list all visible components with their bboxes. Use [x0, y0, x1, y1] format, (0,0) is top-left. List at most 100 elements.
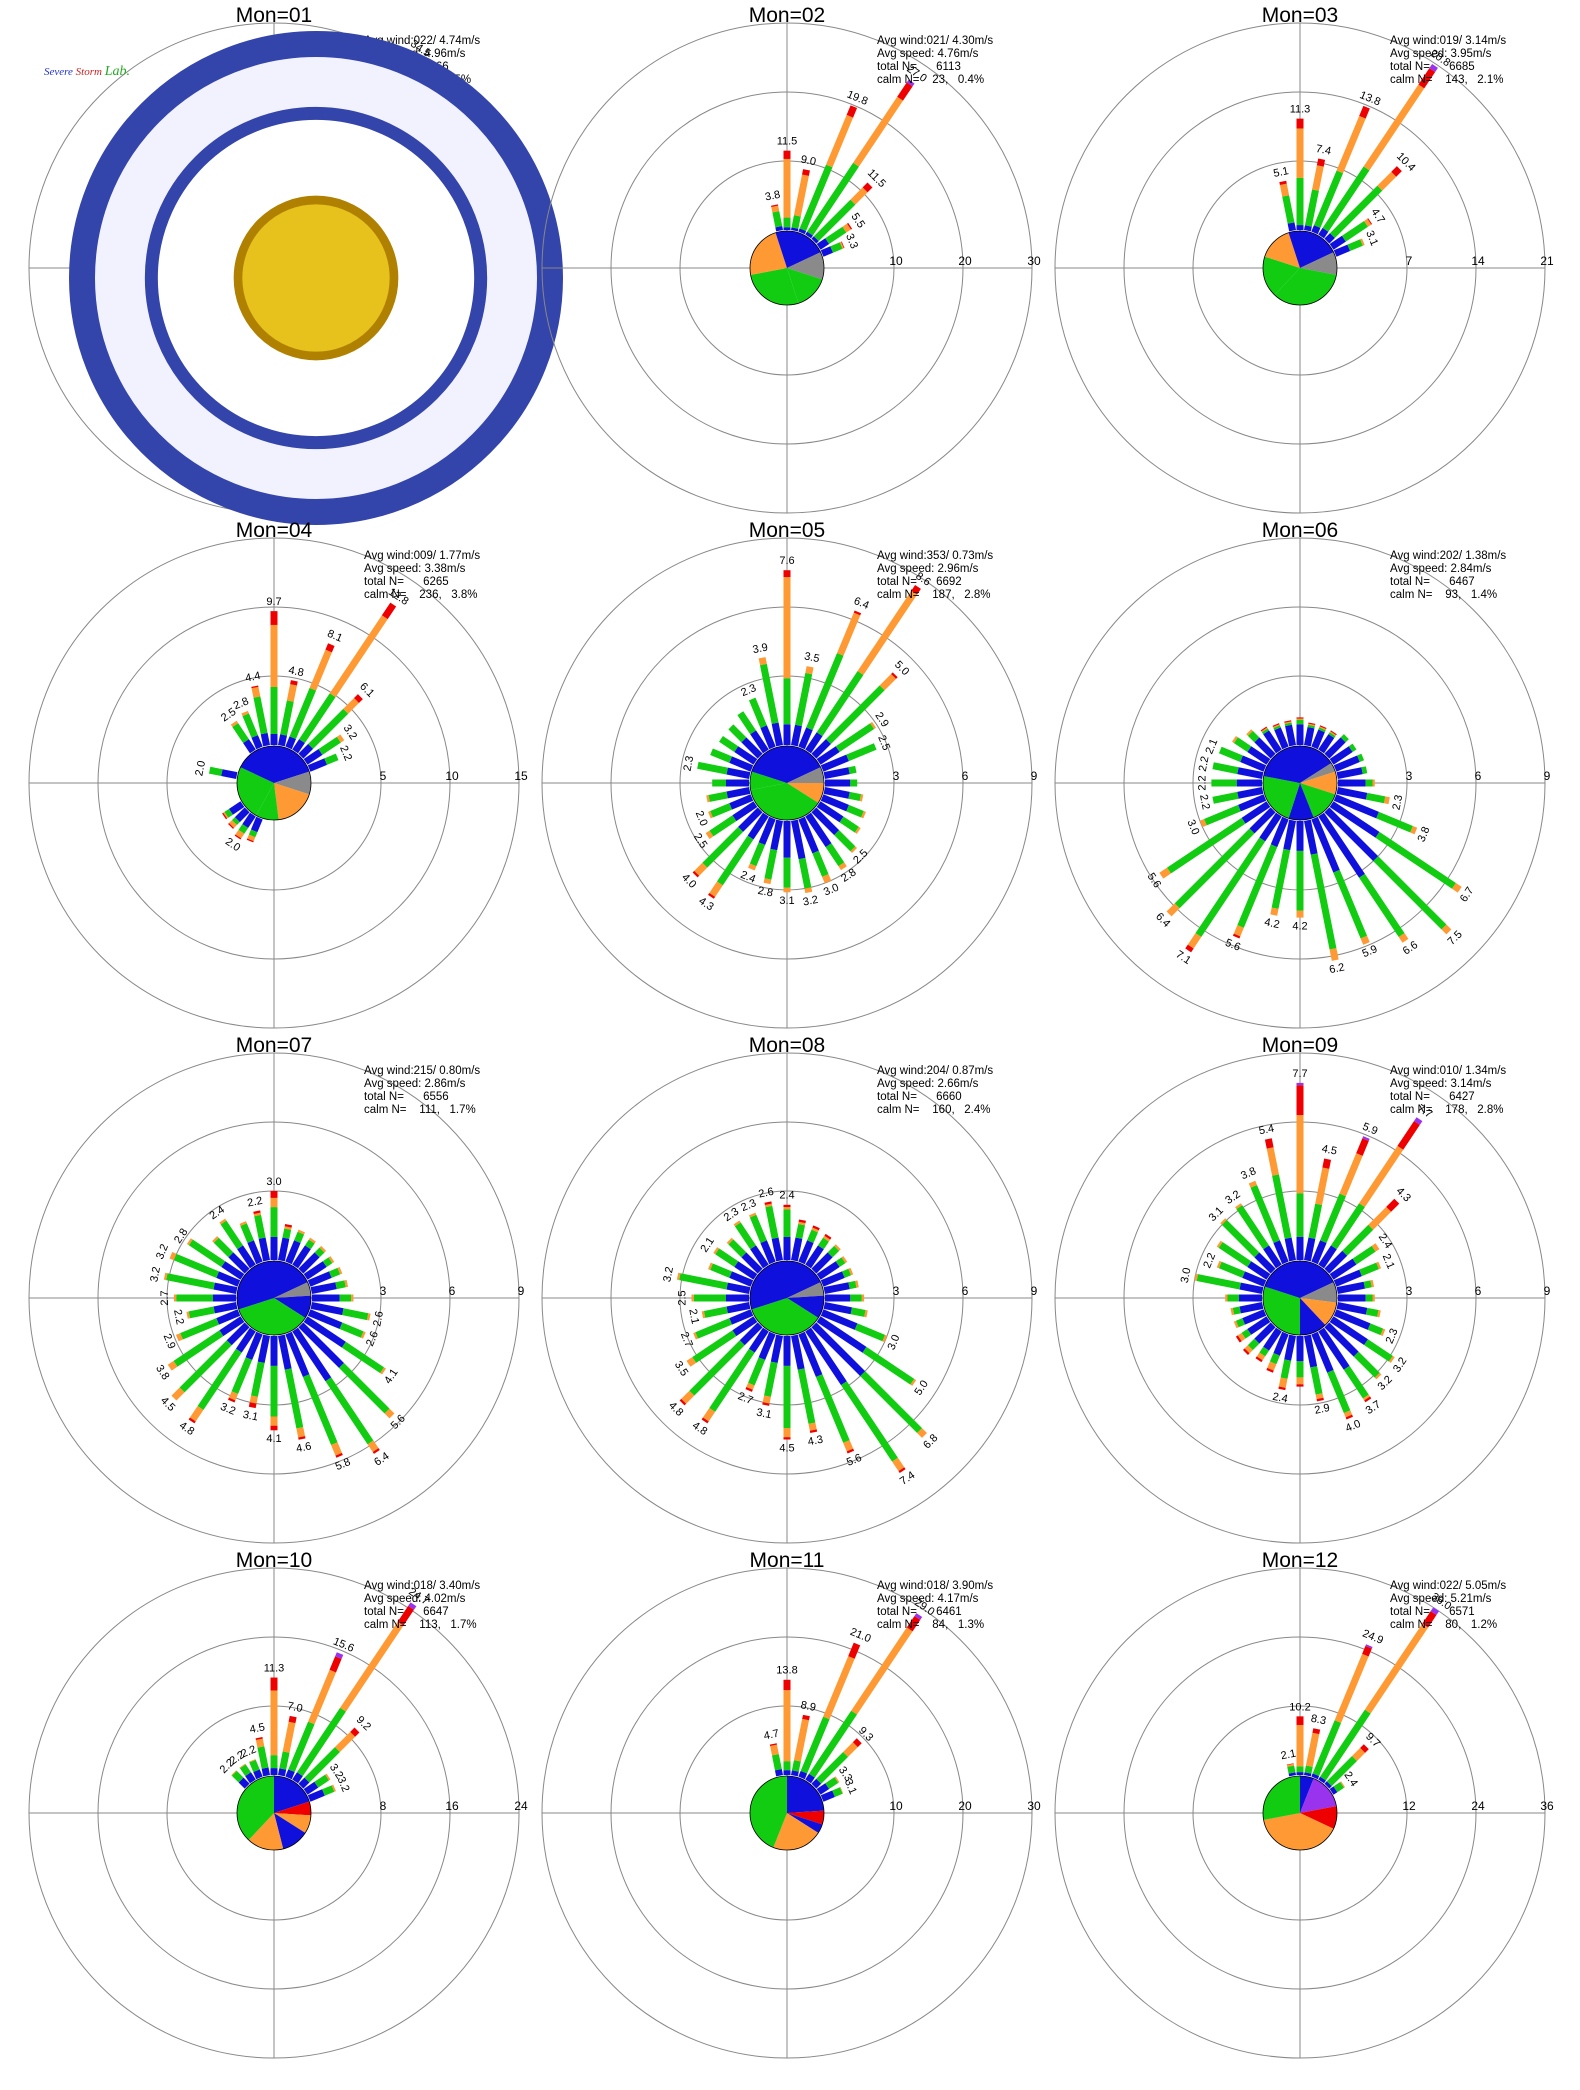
- petal-segment: [329, 615, 388, 698]
- petal-segment: [703, 1306, 728, 1318]
- petal-segment: [850, 1307, 866, 1317]
- petal-segment: [816, 1316, 867, 1353]
- petal-segment: [816, 1261, 840, 1280]
- petal-value-label: 2.0: [693, 809, 710, 828]
- petal-segment: [294, 1231, 305, 1243]
- petal-segment: [1246, 729, 1253, 736]
- petal-segment: [290, 680, 298, 686]
- petal-segment: [237, 1245, 256, 1269]
- petal-segment: [1242, 1309, 1267, 1325]
- petal-segment: [842, 1268, 852, 1278]
- petal-segment: [1303, 225, 1312, 232]
- petal-value-label: 2.2: [1201, 1251, 1218, 1270]
- petal-segment: [261, 1767, 271, 1777]
- petal-segment: [1255, 1356, 1263, 1363]
- stat-total-n: total N= 6692: [877, 576, 962, 588]
- petal-segment: [716, 835, 754, 886]
- panel-title: Mon=07: [235, 1034, 313, 1057]
- petal-segment: [318, 736, 341, 755]
- petal-segment: [1318, 1245, 1337, 1269]
- petal-segment: [216, 1271, 241, 1287]
- petal-segment: [1343, 1410, 1353, 1418]
- center-pie-slice: [1263, 1286, 1300, 1335]
- petal-segment: [1367, 218, 1373, 225]
- petal-segment: [1362, 1645, 1372, 1657]
- petal-value-label: 2.2: [246, 1195, 263, 1210]
- ring-tick-label: 12: [1402, 1799, 1416, 1813]
- petal-segment: [1336, 767, 1363, 780]
- petal-segment: [733, 1220, 741, 1227]
- petal-value-label: 2.4: [1271, 1391, 1288, 1406]
- center-pie-slice: [787, 1261, 821, 1298]
- petal-segment: [795, 672, 813, 727]
- petal-segment: [906, 79, 915, 87]
- petal-segment: [1241, 801, 1271, 824]
- petal-segment: [816, 671, 864, 737]
- petal-segment: [686, 1357, 697, 1367]
- petal-segment: [748, 1327, 769, 1353]
- petal-segment: [748, 863, 757, 871]
- petal-segment: [1247, 730, 1260, 743]
- center-pie-slice: [236, 1776, 274, 1840]
- petal-segment: [1318, 734, 1335, 754]
- petal-segment: [860, 1371, 923, 1434]
- petal-segment: [1362, 1136, 1370, 1141]
- petal-segment: [826, 114, 854, 168]
- petal-segment: [231, 817, 240, 826]
- petal-segment: [837, 612, 861, 656]
- petal-segment: [1166, 903, 1180, 917]
- center-pie-slice: [1264, 1261, 1300, 1298]
- petal-segment: [1334, 1653, 1369, 1723]
- petal-segment: [342, 1308, 369, 1321]
- stat-avg-wind: Avg wind:022/ 5.05m/s: [1390, 1580, 1507, 1592]
- petal-segment: [228, 1252, 250, 1274]
- center-pie-slice: [750, 771, 787, 790]
- petal-segment: [298, 1322, 345, 1369]
- petal-segment: [307, 758, 328, 772]
- petal-segment: [1327, 1370, 1351, 1414]
- petal-segment: [277, 1334, 292, 1370]
- petal-segment: [1333, 244, 1351, 257]
- petal-value-label: 4.7: [763, 1728, 780, 1743]
- center-pie-slice: [274, 1261, 308, 1298]
- petal-segment: [1303, 1334, 1318, 1368]
- petal-segment: [234, 834, 242, 840]
- petal-segment: [277, 1237, 290, 1262]
- petal-value-label: 21.0: [848, 1626, 872, 1645]
- petal-segment: [770, 819, 784, 851]
- ring-tick-label: 30: [1027, 1799, 1041, 1813]
- petal-segment: [823, 1235, 831, 1242]
- stat-avg-wind: Avg wind:215/ 0.80m/s: [364, 1065, 481, 1077]
- petal-segment: [843, 1440, 854, 1452]
- petal-segment: [1238, 794, 1267, 812]
- petal-segment: [285, 736, 297, 750]
- ring-tick-label: 3: [1406, 769, 1413, 783]
- petal-segment: [228, 1391, 239, 1401]
- petal-value-label: 2.9: [1313, 1402, 1330, 1417]
- petal-segment: [1333, 1269, 1362, 1287]
- petal-segment: [1322, 1158, 1332, 1169]
- stat-avg-wind: Avg wind:010/ 1.34m/s: [1390, 1065, 1507, 1077]
- petal-segment: [1422, 1611, 1437, 1628]
- petal-value-label: 2.2: [1197, 793, 1212, 810]
- stat-calm-n: calm N= 160, 2.4%: [877, 1104, 991, 1116]
- petal-segment: [1380, 1328, 1386, 1337]
- petal-segment: [1261, 727, 1268, 733]
- stat-avg-speed: Avg speed: 2.66m/s: [877, 1078, 979, 1090]
- petal-value-label: 3.1: [1363, 229, 1380, 248]
- petal-segment: [260, 732, 271, 747]
- petal-segment: [750, 1245, 769, 1269]
- petal-segment: [1330, 730, 1337, 736]
- petal-segment: [1318, 227, 1329, 239]
- petal-segment: [1187, 933, 1202, 949]
- petal-segment: [303, 749, 323, 765]
- stat-avg-speed: Avg speed: 4.17m/s: [877, 1593, 979, 1605]
- petal-segment: [308, 1669, 337, 1725]
- petal-segment: [846, 743, 877, 762]
- petal-value-label: 2.1: [1203, 737, 1220, 756]
- petal-segment: [1347, 239, 1363, 252]
- petal-segment: [820, 1271, 845, 1287]
- petal-segment: [747, 812, 769, 840]
- petal-segment: [1305, 1732, 1320, 1767]
- panel-title: Mon=05: [748, 519, 826, 542]
